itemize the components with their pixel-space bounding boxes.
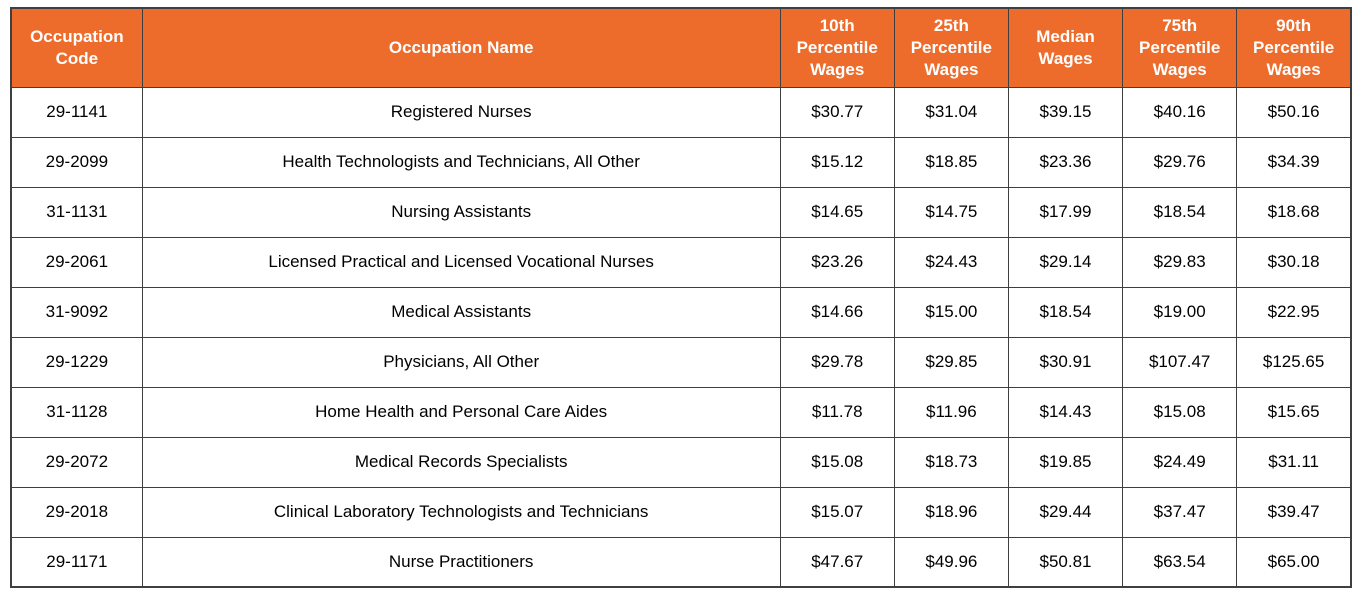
table-cell-p25: $14.75 (893, 186, 1009, 238)
table-cell-p75: $29.76 (1122, 136, 1238, 188)
column-header-p10: 10th Percentile Wages (779, 7, 895, 88)
table-body: 29-1141 Registered Nurses $30.77 $31.04 $39.… (10, 86, 1352, 588)
column-header-name: Occupation Name (141, 7, 781, 88)
table-cell-p90: $125.65 (1236, 336, 1352, 388)
table-cell-p75: $29.83 (1122, 236, 1238, 288)
table-cell-code: 29-1141 (10, 86, 143, 138)
column-header-p25: 25th Percentile Wages (893, 7, 1009, 88)
table-row: 29-1171 Nurse Practitioners $47.67 $49.96 $5… (10, 536, 1352, 588)
table-cell-p75: $63.54 (1122, 536, 1238, 588)
table-cell-p25: $24.43 (893, 236, 1009, 288)
table-cell-p10: $14.66 (779, 286, 895, 338)
table-cell-median: $19.85 (1007, 436, 1124, 488)
table-cell-p25: $31.04 (893, 86, 1009, 138)
column-header-median: Median Wages (1007, 7, 1124, 88)
table-cell-p25: $18.73 (893, 436, 1009, 488)
table-cell-p10: $11.78 (779, 386, 895, 438)
table-cell-p25: $15.00 (893, 286, 1009, 338)
table-cell-code: 31-1131 (10, 186, 143, 238)
table-header: Occupation Code Occupation Name 10th Perce… (10, 7, 1352, 88)
table-cell-name: Clinical Laboratory Technologists and Te… (141, 486, 781, 538)
table-cell-p90: $50.16 (1236, 86, 1352, 138)
table-cell-p75: $107.47 (1122, 336, 1238, 388)
column-header-p75: 75th Percentile Wages (1122, 7, 1238, 88)
table-cell-p90: $15.65 (1236, 386, 1352, 438)
table-cell-code: 29-2018 (10, 486, 143, 538)
table-cell-p10: $15.12 (779, 136, 895, 188)
table-cell-p90: $22.95 (1236, 286, 1352, 338)
table-cell-p10: $15.08 (779, 436, 895, 488)
header-row: Occupation Code Occupation Name 10th Perce… (10, 7, 1352, 88)
table-cell-p90: $18.68 (1236, 186, 1352, 238)
table-row: 31-9092 Medical Assistants $14.66 $15.00 $18… (10, 286, 1352, 338)
table-cell-p90: $34.39 (1236, 136, 1352, 188)
table-cell-name: Physicians, All Other (141, 336, 781, 388)
table-row: 31-1128 Home Health and Personal Care Aid… (10, 386, 1352, 438)
table-cell-p75: $15.08 (1122, 386, 1238, 438)
table-row: 31-1131 Nursing Assistants $14.65 $14.75 $17… (10, 186, 1352, 238)
table-cell-name: Medical Assistants (141, 286, 781, 338)
table-cell-p25: $18.85 (893, 136, 1009, 188)
table-cell-p75: $24.49 (1122, 436, 1238, 488)
table-cell-p75: $18.54 (1122, 186, 1238, 238)
column-header-p90: 90th Percentile Wages (1236, 7, 1352, 88)
table-cell-p25: $18.96 (893, 486, 1009, 538)
table-cell-name: Medical Records Specialists (141, 436, 781, 488)
table-cell-p10: $15.07 (779, 486, 895, 538)
table-cell-p90: $65.00 (1236, 536, 1352, 588)
table-cell-code: 31-1128 (10, 386, 143, 438)
table-cell-code: 29-2072 (10, 436, 143, 488)
table-cell-median: $23.36 (1007, 136, 1124, 188)
table-cell-p75: $37.47 (1122, 486, 1238, 538)
table-cell-p25: $49.96 (893, 536, 1009, 588)
table-cell-name: Home Health and Personal Care Aides (141, 386, 781, 438)
table-cell-median: $30.91 (1007, 336, 1124, 388)
table-row: 29-1229 Physicians, All Other $29.78 $29.85… (10, 336, 1352, 388)
table-row: 29-1141 Registered Nurses $30.77 $31.04 $39.… (10, 86, 1352, 138)
table-cell-median: $29.44 (1007, 486, 1124, 538)
table-cell-p90: $39.47 (1236, 486, 1352, 538)
table-cell-name: Registered Nurses (141, 86, 781, 138)
table-cell-median: $29.14 (1007, 236, 1124, 288)
table-cell-name: Nursing Assistants (141, 186, 781, 238)
table-row: 29-2099 Health Technologists and Technici… (10, 136, 1352, 188)
table-cell-p10: $29.78 (779, 336, 895, 388)
table-cell-median: $14.43 (1007, 386, 1124, 438)
table-cell-p25: $11.96 (893, 386, 1009, 438)
column-header-code: Occupation Code (10, 7, 143, 88)
table-cell-p75: $19.00 (1122, 286, 1238, 338)
table-cell-p10: $47.67 (779, 536, 895, 588)
table-cell-median: $18.54 (1007, 286, 1124, 338)
occupation-wages-table: Occupation Code Occupation Name 10th Perce… (10, 7, 1352, 588)
table-cell-p10: $14.65 (779, 186, 895, 238)
table-row: 29-2072 Medical Records Specialists $15.08… (10, 436, 1352, 488)
table-cell-p90: $30.18 (1236, 236, 1352, 288)
table-cell-p10: $23.26 (779, 236, 895, 288)
table-cell-median: $50.81 (1007, 536, 1124, 588)
table-cell-code: 29-2061 (10, 236, 143, 288)
table-cell-name: Licensed Practical and Licensed Vocation… (141, 236, 781, 288)
table-row: 29-2061 Licensed Practical and Licensed V… (10, 236, 1352, 288)
table-cell-name: Health Technologists and Technicians, Al… (141, 136, 781, 188)
table-cell-median: $17.99 (1007, 186, 1124, 238)
table-row: 29-2018 Clinical Laboratory Technologists… (10, 486, 1352, 538)
table-cell-code: 31-9092 (10, 286, 143, 338)
table-cell-code: 29-2099 (10, 136, 143, 188)
table-cell-p90: $31.11 (1236, 436, 1352, 488)
table-cell-p75: $40.16 (1122, 86, 1238, 138)
table-cell-p10: $30.77 (779, 86, 895, 138)
table-cell-name: Nurse Practitioners (141, 536, 781, 588)
table-cell-code: 29-1229 (10, 336, 143, 388)
table-cell-median: $39.15 (1007, 86, 1124, 138)
table-cell-code: 29-1171 (10, 536, 143, 588)
table-cell-p25: $29.85 (893, 336, 1009, 388)
